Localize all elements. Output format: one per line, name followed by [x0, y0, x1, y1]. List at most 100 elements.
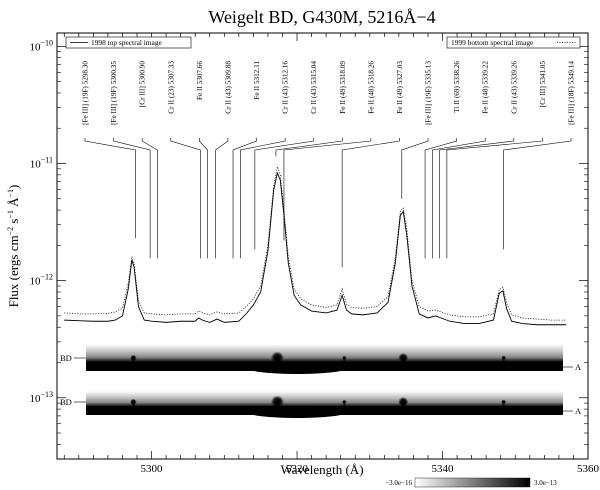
line-id-pointer	[341, 138, 400, 268]
emission-streak	[401, 402, 406, 412]
colorbar-gradient	[414, 477, 531, 488]
line-id-label: Cr II (43) 5339.26	[510, 61, 518, 114]
line-id-label: Fe II (49) 5327.03	[396, 61, 404, 114]
y-tick-label: 10−10	[29, 38, 53, 53]
spectral-image-left-label: BD	[60, 397, 72, 407]
line-id-label: Fe II 5312.11	[253, 61, 261, 100]
legend-top-right: 1999 bottom spectral image	[446, 36, 581, 49]
line-id-label: [Fe III] (19F) 5335.13	[425, 61, 433, 125]
spectral-image-right-label: A	[575, 406, 582, 416]
line-id-pointer	[432, 138, 486, 259]
y-tick-label: 10−13	[29, 390, 53, 405]
line-id-marker: Cr II (43) 5309.88	[215, 61, 232, 259]
spectral-image-2: BD A	[60, 391, 582, 418]
line-id-label: Fe II 5307.66	[196, 61, 204, 100]
emission-streak	[132, 402, 135, 412]
emission-streak	[401, 358, 406, 368]
line-id-pointer	[283, 138, 372, 241]
line-id-marker: [Fe III] (19F) 5335.13	[401, 61, 433, 199]
line-id-pointer	[254, 138, 315, 250]
line-id-label: Fe II (48) 5339.22	[482, 61, 490, 114]
emission-streak	[343, 402, 346, 412]
line-id-marker: Fe II (48) 5318.26	[283, 61, 375, 241]
x-tick-label: 5300	[141, 463, 164, 475]
line-id-pointer	[232, 138, 257, 259]
colorbar: −3.0e−16 3.0e−13	[385, 477, 557, 488]
line-id-pointer	[141, 138, 158, 259]
spectral-image-1: BD A	[60, 344, 582, 374]
line-id-marker: [Fe III] (19F) 5298.30	[82, 61, 136, 239]
line-id-pointer	[401, 138, 429, 199]
emission-streak	[132, 358, 135, 368]
line-id-label: [Cr III] 5300.90	[139, 61, 147, 108]
line-id-label: Cr II (43) 5309.88	[224, 61, 232, 114]
legend-box-right	[446, 36, 581, 49]
broad-emission-wing	[247, 406, 348, 418]
line-id-marker: Cr II (23) 5307.33	[167, 61, 201, 259]
line-id-label: [Fe III] (18F) 5349.14	[568, 61, 576, 125]
x-tick-label: 5320	[286, 463, 309, 475]
line-id-pointer	[170, 138, 201, 259]
line-id-label: Cr II (43) 5315.04	[310, 61, 318, 114]
line-id-marker: [Cr III] 5300.90	[139, 61, 158, 259]
line-id-pointer	[215, 138, 229, 259]
slit-halo	[86, 344, 563, 366]
line-identifications: [Fe III] (19F) 5298.30 [Fe III] (19F) 530…	[82, 61, 576, 268]
line-id-pointer	[240, 138, 286, 259]
emission-streak	[502, 358, 505, 368]
line-id-marker: Fe II 5307.66	[196, 61, 208, 259]
legend-label-1998: 1998 top spectral image	[91, 38, 163, 47]
line-id-label: Cr II (23) 5307.33	[167, 61, 175, 114]
emission-streak	[274, 402, 281, 412]
legend-label-1999: 1999 bottom spectral image	[451, 38, 534, 47]
series-layer	[64, 165, 567, 326]
emission-streak	[343, 358, 346, 368]
line-id-label: Ti II (69) 5338.26	[453, 61, 461, 113]
x-tick-label: 5340	[432, 463, 455, 475]
line-id-pointer	[439, 138, 515, 259]
line-id-marker: Fe II (48) 5339.22	[432, 61, 490, 259]
legend-box-left	[65, 36, 192, 49]
colorbar-max-label: 3.0e−13	[534, 479, 557, 487]
x-tick-label: 5360	[577, 463, 600, 475]
line-id-marker: Ti II (69) 5338.26	[424, 61, 461, 259]
chart-title: Weigelt BD, G430M, 5216Å−4	[208, 7, 435, 27]
spectral-images: BD A BD A	[60, 344, 582, 418]
line-id-pointer	[446, 138, 543, 259]
line-id-pointer	[424, 138, 457, 259]
line-id-label: Cr II (43) 5312.16	[282, 61, 290, 114]
colorbar-min-label: −3.0e−16	[385, 479, 412, 487]
line-id-pointer	[275, 138, 343, 157]
line-id-label: Fe II (48) 5318.26	[367, 61, 375, 114]
spectral-image-right-label: A	[575, 362, 582, 372]
line-id-marker: Fe II 5312.11	[232, 61, 261, 259]
line-id-marker: Cr II (43) 5315.04	[254, 61, 318, 250]
series-line-1999	[64, 165, 567, 321]
broad-emission-wing	[247, 362, 348, 374]
line-id-marker: Cr II (43) 5312.16	[240, 61, 290, 259]
line-id-marker: Cr II (43) 5339.26	[439, 61, 518, 259]
line-id-pointer	[84, 138, 136, 239]
line-id-pointer	[503, 138, 572, 250]
spectral-image-left-label: BD	[60, 353, 72, 363]
x-axis-label: Wavelength (Å)	[280, 462, 363, 477]
line-id-label: Fe II (49) 5318.09	[339, 61, 347, 114]
y-axis-label: Flux (ergs cm−2 s−1 Å−1)	[6, 185, 21, 308]
slit-halo	[86, 391, 563, 410]
axis-ticks: 5300 5320 5340 5360 10−10 10−11 10−12 10−13	[29, 33, 600, 475]
series-line-1998	[64, 171, 567, 326]
line-id-label: [Fe III] (19F) 5298.30	[82, 61, 90, 125]
line-id-label: [Fe III] (19F) 5300.35	[110, 61, 118, 125]
emission-streak	[274, 358, 281, 368]
line-id-pointer	[199, 138, 208, 259]
line-id-marker: Fe II (49) 5327.03	[341, 61, 404, 268]
line-id-pointer	[113, 138, 151, 259]
y-tick-label: 10−12	[29, 273, 53, 288]
line-id-marker: Fe II (49) 5318.09	[275, 61, 347, 157]
emission-streak	[502, 402, 505, 412]
y-tick-label: 10−11	[30, 155, 53, 170]
line-id-label: [Cr III] 5341.05	[539, 61, 547, 108]
line-id-marker: [Cr III] 5341.05	[446, 61, 547, 259]
line-id-marker: [Fe III] (19F) 5300.35	[110, 61, 151, 259]
